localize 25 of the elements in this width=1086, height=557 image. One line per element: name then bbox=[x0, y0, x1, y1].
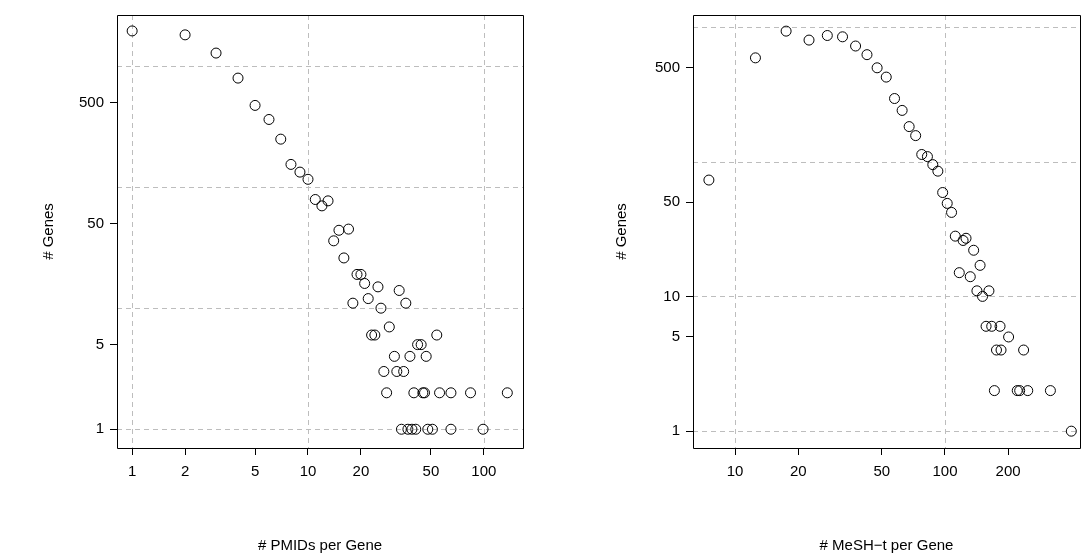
x-tick-label: 20 bbox=[789, 462, 807, 480]
x-tick-label: 1 bbox=[127, 462, 137, 480]
x-tick-label: 10 bbox=[726, 462, 744, 480]
y-tick-label: 50 bbox=[87, 213, 104, 231]
x-axis-title: # PMIDs per Gene bbox=[257, 536, 383, 554]
x-tick-label: 20 bbox=[352, 462, 370, 480]
x-tick-label: 100 bbox=[471, 462, 497, 480]
x-tick-label: 200 bbox=[995, 462, 1021, 480]
y-tick-label: 5 bbox=[95, 334, 104, 352]
y-tick-label: 10 bbox=[663, 286, 680, 304]
x-tick-label: 10 bbox=[299, 462, 317, 480]
y-tick-label: 1 bbox=[95, 419, 104, 437]
x-tick-label: 100 bbox=[932, 462, 958, 480]
y-tick-label: 50 bbox=[663, 192, 680, 210]
x-axis-title: # MeSH−t per Gene bbox=[819, 536, 954, 554]
x-tick-label: 5 bbox=[250, 462, 260, 480]
x-tick-label: 50 bbox=[873, 462, 891, 480]
x-tick-label: 50 bbox=[422, 462, 440, 480]
y-axis-title: # Genes bbox=[612, 203, 630, 260]
y-axis-title: # Genes bbox=[39, 203, 57, 260]
y-tick-label: 500 bbox=[654, 57, 680, 75]
y-tick-label: 500 bbox=[78, 92, 104, 110]
y-tick-label: 5 bbox=[671, 327, 680, 345]
y-tick-label: 1 bbox=[671, 421, 680, 439]
x-tick-label: 2 bbox=[180, 462, 190, 480]
